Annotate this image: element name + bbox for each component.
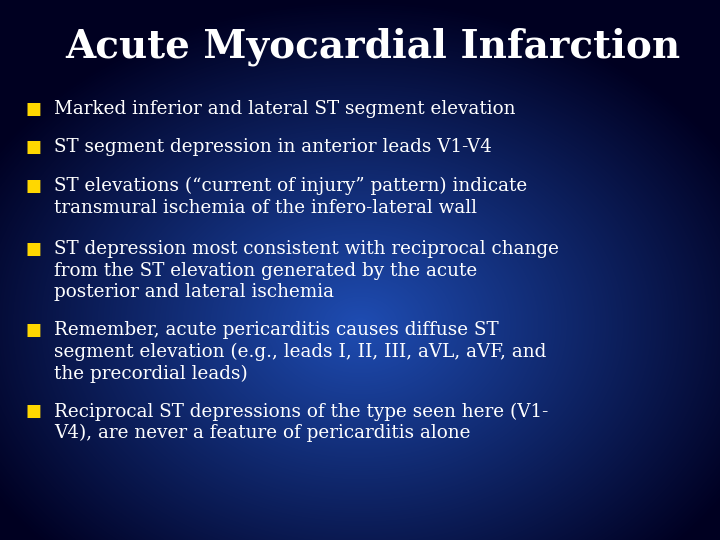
Text: ■: ■	[25, 100, 41, 118]
Text: Remember, acute pericarditis causes diffuse ST
segment elevation (e.g., leads I,: Remember, acute pericarditis causes diff…	[54, 321, 546, 383]
Text: ST depression most consistent with reciprocal change
from the ST elevation gener: ST depression most consistent with recip…	[54, 240, 559, 301]
Text: ST elevations (“current of injury” pattern) indicate
transmural ischemia of the : ST elevations (“current of injury” patte…	[54, 177, 527, 217]
Text: ■: ■	[25, 321, 41, 339]
Text: Acute Myocardial Infarction: Acute Myocardial Infarction	[65, 27, 680, 65]
Text: ■: ■	[25, 240, 41, 258]
Text: ■: ■	[25, 177, 41, 195]
Text: ■: ■	[25, 138, 41, 156]
Text: ST segment depression in anterior leads V1-V4: ST segment depression in anterior leads …	[54, 138, 492, 156]
Text: ■: ■	[25, 402, 41, 420]
Text: Reciprocal ST depressions of the type seen here (V1-
V4), are never a feature of: Reciprocal ST depressions of the type se…	[54, 402, 548, 442]
Text: Marked inferior and lateral ST segment elevation: Marked inferior and lateral ST segment e…	[54, 100, 516, 118]
